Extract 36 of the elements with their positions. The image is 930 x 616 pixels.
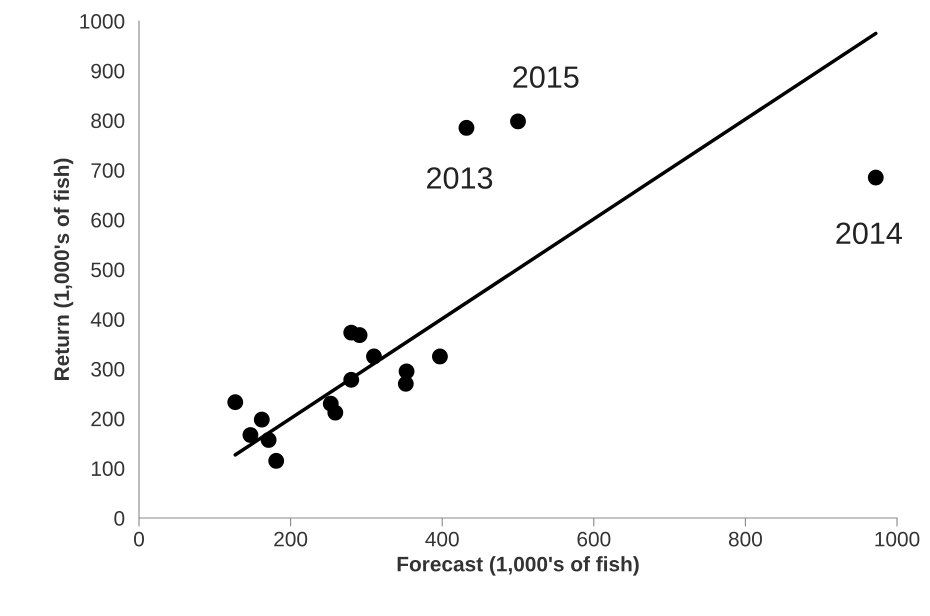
x-tick-label: 1000 — [875, 532, 920, 546]
x-tick-label: 600 — [577, 532, 610, 546]
point — [868, 170, 884, 186]
point — [343, 372, 360, 388]
y-tick-label: 300 — [91, 362, 124, 377]
point — [366, 348, 382, 364]
y-axis-title: Return (1,000's of fish) — [54, 158, 74, 380]
point — [458, 120, 474, 136]
point — [242, 427, 258, 443]
x-tick-label: 800 — [728, 532, 762, 546]
annotation: 2014 — [836, 222, 902, 244]
point — [254, 412, 270, 428]
y-tick-label: 0 — [114, 511, 124, 526]
point — [398, 363, 414, 380]
y-tick-label: 700 — [91, 163, 124, 178]
y-tick-label: 400 — [90, 312, 124, 327]
point — [227, 394, 244, 410]
point — [260, 432, 277, 448]
x-tick-label: 0 — [134, 532, 144, 546]
annotation: 2015 — [513, 66, 578, 88]
point — [432, 348, 448, 364]
point — [352, 327, 368, 344]
point — [510, 113, 526, 130]
x-tick-label: 200 — [274, 532, 308, 546]
point — [327, 404, 344, 421]
y-tick-label: 1000 — [80, 14, 124, 29]
y-tick-label: 500 — [91, 262, 124, 278]
y-tick-label: 100 — [92, 461, 124, 476]
y-tick-label: 900 — [91, 64, 124, 78]
x-axis-title: Forecast (1,000's of fish) — [398, 556, 639, 576]
y-tick-label: 800 — [91, 113, 124, 128]
y-tick-label: 600 — [91, 212, 124, 228]
annotation: 2013 — [427, 167, 492, 189]
point — [268, 452, 284, 469]
x-tick-label: 400 — [425, 532, 459, 546]
y-tick-label: 200 — [91, 412, 124, 426]
